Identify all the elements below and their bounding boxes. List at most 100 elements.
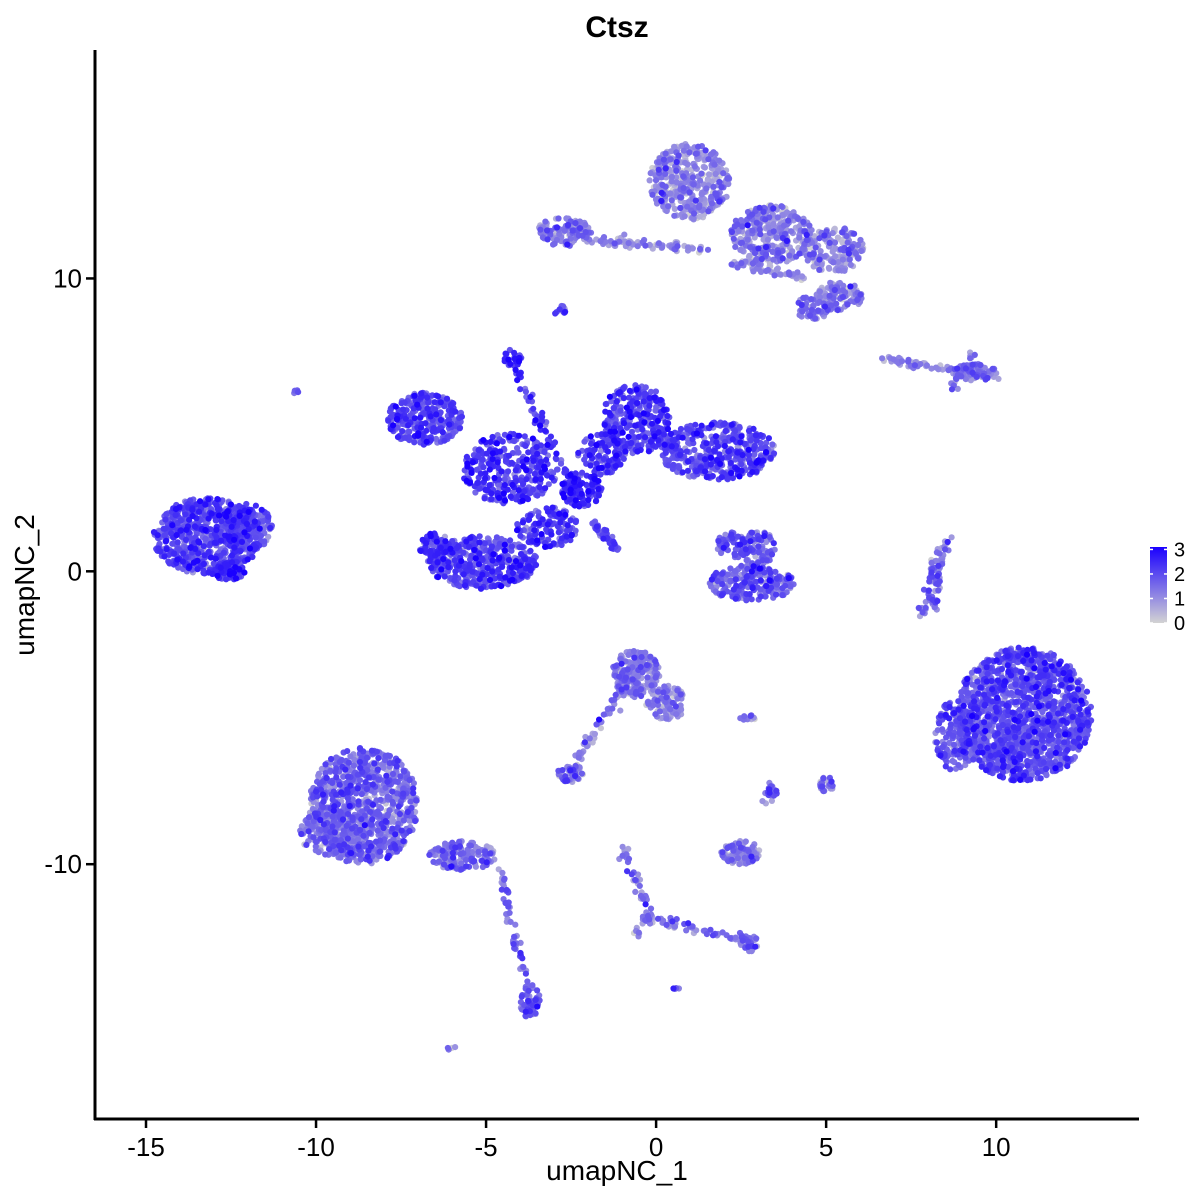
point-cluster-28	[347, 753, 354, 760]
point-cluster-20	[705, 171, 713, 178]
point-cluster-33	[652, 711, 659, 718]
point-cluster-28	[333, 754, 340, 761]
point-cluster-29	[312, 843, 319, 850]
point-cluster-22	[857, 236, 864, 244]
point-trail-9	[890, 356, 897, 363]
point-cluster-21	[732, 243, 739, 250]
point-cluster-30	[430, 858, 437, 866]
point-trail-3	[617, 707, 624, 714]
point-cluster-25	[582, 221, 589, 228]
point-cluster-17	[928, 559, 935, 567]
chart-title: Ctsz	[585, 11, 648, 44]
point-trail-8	[777, 271, 784, 278]
point-cluster-34	[578, 770, 586, 777]
point-cluster-14	[732, 568, 739, 575]
point-cluster-29	[322, 851, 329, 858]
point-cluster-20	[724, 175, 731, 182]
point-cluster-21	[735, 227, 742, 235]
point-cluster-19	[946, 739, 953, 747]
point-cluster-15	[763, 538, 770, 546]
point-cluster-21	[769, 248, 776, 255]
point-trail-6	[635, 929, 642, 936]
point-trail-4	[647, 905, 655, 912]
point-trail-3	[586, 735, 593, 742]
point-cluster-30	[472, 863, 479, 870]
point-trail-8	[786, 271, 793, 278]
point-cluster-20	[701, 164, 709, 171]
point-cluster-20	[668, 148, 675, 155]
point-cluster-20	[690, 181, 697, 188]
point-cluster-28	[315, 770, 323, 777]
point-trail-9	[995, 375, 1002, 382]
point-cluster-21	[746, 252, 753, 259]
point-cluster-20	[703, 185, 710, 192]
point-trail-7	[634, 243, 641, 250]
point-cluster-4	[433, 435, 440, 442]
point-cluster-27	[981, 364, 988, 371]
point-cluster-22	[858, 247, 865, 255]
point-cluster-23	[840, 282, 847, 289]
point-cluster-21	[786, 252, 793, 259]
point-trail-8	[794, 269, 801, 276]
point-cluster-35	[742, 838, 749, 845]
point-cluster-22	[817, 248, 824, 255]
point-cluster-20	[647, 170, 654, 177]
point-cluster-30	[475, 848, 482, 856]
point-trail-8	[738, 260, 745, 267]
point-cluster-22	[835, 259, 842, 266]
point-cluster-20	[665, 203, 672, 210]
point-cluster-35	[749, 843, 756, 851]
point-cluster-32	[642, 649, 649, 656]
point-trail-3	[597, 725, 605, 732]
point-cluster-28	[318, 765, 325, 773]
point-cluster-25	[561, 227, 568, 234]
point-trail-3	[575, 754, 582, 761]
point-cluster-22	[834, 234, 842, 241]
point-cluster-21	[796, 234, 803, 241]
point-cluster-22	[839, 256, 847, 263]
point-cluster-20	[646, 177, 653, 184]
point-cluster-17	[931, 604, 938, 611]
point-trail-8	[773, 266, 780, 273]
point-cluster-20	[695, 204, 703, 211]
point-cluster-29	[309, 823, 316, 830]
point-cluster-22	[832, 253, 839, 260]
point-trail-8	[771, 272, 778, 279]
point-cluster-20	[668, 178, 675, 185]
point-trail-2	[507, 918, 514, 926]
point-cluster-28	[340, 773, 347, 780]
point-cluster-33	[661, 683, 668, 690]
point-cluster-33	[645, 700, 652, 708]
point-cluster-20	[712, 170, 719, 178]
point-cluster-20	[710, 149, 717, 156]
point-trail-2	[499, 869, 506, 877]
point-cluster-20	[663, 207, 670, 215]
point-trail-3	[604, 705, 611, 713]
point-cluster-30	[442, 840, 449, 847]
point-cluster-25	[551, 240, 558, 247]
point-trail-8	[799, 273, 806, 280]
point-cluster-22	[841, 267, 848, 274]
point-cluster-16	[722, 531, 729, 538]
point-trail-4	[619, 852, 626, 859]
point-cluster-22	[855, 241, 862, 249]
point-trail-5	[727, 935, 734, 942]
point-cluster-21	[770, 220, 777, 228]
point-trail-2	[512, 921, 519, 928]
point-cluster-20	[708, 193, 715, 200]
point-cluster-21	[788, 228, 795, 235]
point-cluster-20	[682, 159, 689, 166]
point-cluster-30	[462, 857, 470, 864]
point-trail-2	[520, 964, 527, 971]
point-cluster-40	[444, 1044, 451, 1052]
point-trail-8	[749, 260, 757, 267]
point-cluster-18	[968, 669, 976, 676]
point-trail-9	[923, 362, 931, 369]
point-cluster-14	[787, 583, 794, 590]
point-cluster-20	[662, 150, 669, 157]
point-cluster-20	[662, 170, 669, 177]
point-cluster-22	[804, 257, 811, 264]
point-cluster-33	[663, 715, 670, 722]
point-cluster-20	[690, 215, 697, 222]
point-cluster-36	[753, 935, 760, 942]
